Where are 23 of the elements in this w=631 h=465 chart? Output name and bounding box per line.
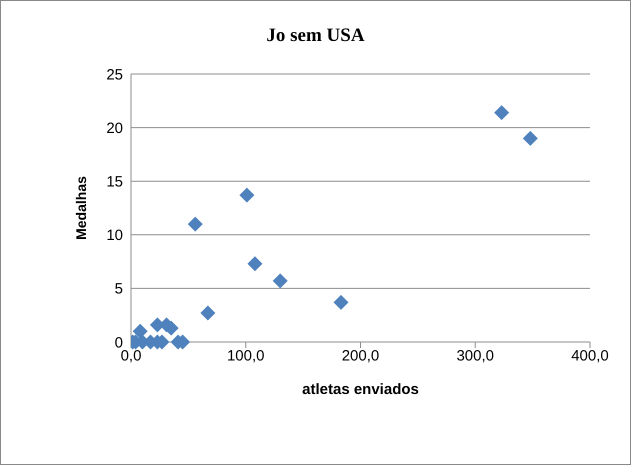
point [333, 294, 348, 310]
point [272, 273, 288, 288]
x-tick-label: 200,0 [342, 348, 380, 365]
point [239, 188, 254, 203]
x-tick-label: 300,0 [456, 348, 494, 365]
y-tick-label: 10 [106, 227, 123, 244]
y-axis-title: Medalhas [72, 176, 89, 240]
point [200, 306, 216, 321]
y-tick-label: 0 [114, 334, 123, 352]
y-tick-label: 15 [106, 174, 123, 191]
y-tick-label: 5 [114, 280, 123, 298]
y-tick-label: 20 [106, 120, 123, 137]
point [494, 105, 510, 120]
x-tick-label: 400,0 [571, 348, 609, 365]
point [188, 216, 203, 232]
x-tick-label: 0,0 [120, 348, 142, 365]
y-tick-label: 25 [106, 66, 123, 84]
x-tick-label: 100,0 [226, 348, 265, 365]
x-axis-title: atletas enviados [302, 381, 419, 398]
point [132, 324, 148, 339]
chart-title: Jo sem USA [265, 25, 366, 47]
point [522, 130, 538, 146]
point [247, 256, 262, 272]
